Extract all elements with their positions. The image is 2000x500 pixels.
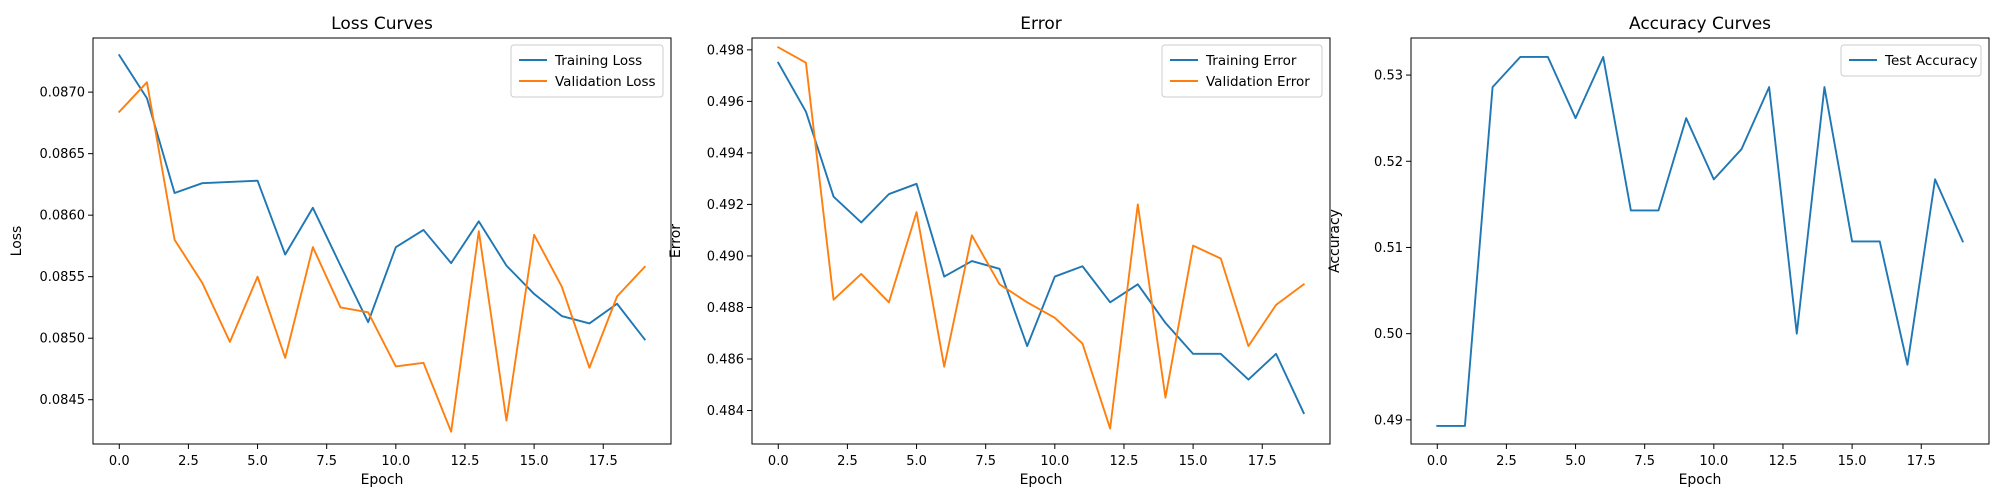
axes-frame bbox=[1410, 37, 1990, 445]
x-tick-label: 17.5 bbox=[1907, 454, 1936, 469]
y-tick-label: 0.484 bbox=[707, 404, 744, 419]
x-tick-label: 0.0 bbox=[1427, 454, 1448, 469]
y-tick-label: 0.0845 bbox=[40, 393, 86, 408]
x-tick-label: 15.0 bbox=[1179, 454, 1208, 469]
y-tick-label: 0.0850 bbox=[40, 332, 86, 347]
axes-frame bbox=[92, 37, 672, 445]
x-tick-label: 0.0 bbox=[109, 454, 130, 469]
x-tick-label: 7.5 bbox=[975, 454, 996, 469]
legend-label: Validation Error bbox=[1206, 74, 1310, 90]
axes-frame bbox=[751, 37, 1331, 445]
x-tick-label: 15.0 bbox=[520, 454, 549, 469]
legend-box bbox=[1161, 44, 1323, 98]
x-tick-label: 5.0 bbox=[247, 454, 268, 469]
series-line-1 bbox=[117, 53, 647, 341]
x-tick-label: 17.5 bbox=[589, 454, 618, 469]
legend-box bbox=[1840, 44, 1982, 77]
y-tick-label: 0.53 bbox=[1374, 69, 1403, 84]
chart-panel-2: 0.0 2.5 5.0 7.5 10.0 12.5 15.0 17.5 0.484 0.486 0.… bbox=[668, 14, 1331, 488]
series-line-2 bbox=[776, 45, 1306, 430]
legend-label: Training Loss bbox=[554, 53, 642, 69]
y-tick-label: 0.51 bbox=[1374, 241, 1403, 256]
y-tick-label: 0.490 bbox=[707, 249, 744, 264]
chart-panel-1: 0.0 2.5 5.0 7.5 10.0 12.5 15.0 17.5 0.0845 0.0850… bbox=[9, 14, 672, 488]
series-group bbox=[776, 45, 1306, 430]
x-tick-label: 12.5 bbox=[1768, 454, 1797, 469]
x-tick-label: 10.0 bbox=[1699, 454, 1728, 469]
chart-title: Error bbox=[1020, 14, 1061, 34]
y-tick-label: 0.492 bbox=[707, 198, 744, 213]
legend: Training Error Validation Error bbox=[1161, 44, 1323, 98]
x-tick-label: 7.5 bbox=[316, 454, 337, 469]
chart-title: Loss Curves bbox=[331, 14, 433, 34]
series-group bbox=[117, 53, 647, 433]
series-line-1 bbox=[776, 61, 1305, 415]
x-tick-label: 2.5 bbox=[837, 454, 858, 469]
x-tick-label: 10.0 bbox=[1040, 454, 1069, 469]
legend-box bbox=[510, 44, 664, 98]
x-tick-label: 12.5 bbox=[450, 454, 479, 469]
y-tick-label: 0.486 bbox=[707, 352, 744, 367]
y-axis-label: Accuracy bbox=[1327, 209, 1343, 273]
legend-label: Test Accuracy bbox=[1884, 53, 1978, 69]
series-line-1 bbox=[1436, 56, 1964, 427]
x-tick-label: 5.0 bbox=[906, 454, 927, 469]
y-axis-label: Loss bbox=[9, 226, 25, 257]
chart-panel-3: 0.0 2.5 5.0 7.5 10.0 12.5 15.0 17.5 0.49 0.50 0.51… bbox=[1327, 14, 1990, 488]
x-axis-label: Epoch bbox=[361, 472, 404, 488]
y-tick-label: 0.496 bbox=[707, 95, 744, 110]
y-tick-label: 0.498 bbox=[707, 43, 744, 58]
y-tick-label: 0.494 bbox=[707, 146, 744, 161]
y-tick-label: 0.0860 bbox=[40, 209, 86, 224]
y-tick-label: 0.50 bbox=[1374, 327, 1403, 342]
x-axis-label: Epoch bbox=[1679, 472, 1722, 488]
y-tick-label: 0.49 bbox=[1374, 413, 1403, 428]
x-tick-label: 15.0 bbox=[1838, 454, 1867, 469]
x-tick-label: 12.5 bbox=[1109, 454, 1138, 469]
legend-label: Training Error bbox=[1205, 53, 1297, 69]
series-line-2 bbox=[117, 81, 647, 433]
y-axis-label: Error bbox=[668, 224, 684, 258]
x-tick-label: 17.5 bbox=[1248, 454, 1277, 469]
legend: Training Loss Validation Loss bbox=[510, 44, 664, 98]
x-tick-label: 2.5 bbox=[1496, 454, 1517, 469]
x-tick-label: 5.0 bbox=[1565, 454, 1586, 469]
y-tick-label: 0.0870 bbox=[40, 86, 86, 101]
x-axis-label: Epoch bbox=[1020, 472, 1063, 488]
legend-label: Validation Loss bbox=[555, 74, 656, 90]
chart-title: Accuracy Curves bbox=[1629, 14, 1771, 34]
x-tick-label: 10.0 bbox=[381, 454, 410, 469]
y-tick-label: 0.0865 bbox=[40, 147, 86, 162]
x-tick-label: 7.5 bbox=[1634, 454, 1655, 469]
series-group bbox=[1436, 56, 1964, 427]
legend: Test Accuracy bbox=[1840, 44, 1982, 77]
y-tick-label: 0.52 bbox=[1374, 155, 1403, 170]
x-tick-label: 2.5 bbox=[178, 454, 199, 469]
y-tick-label: 0.488 bbox=[707, 301, 744, 316]
y-tick-label: 0.0855 bbox=[40, 270, 86, 285]
x-tick-label: 0.0 bbox=[768, 454, 789, 469]
